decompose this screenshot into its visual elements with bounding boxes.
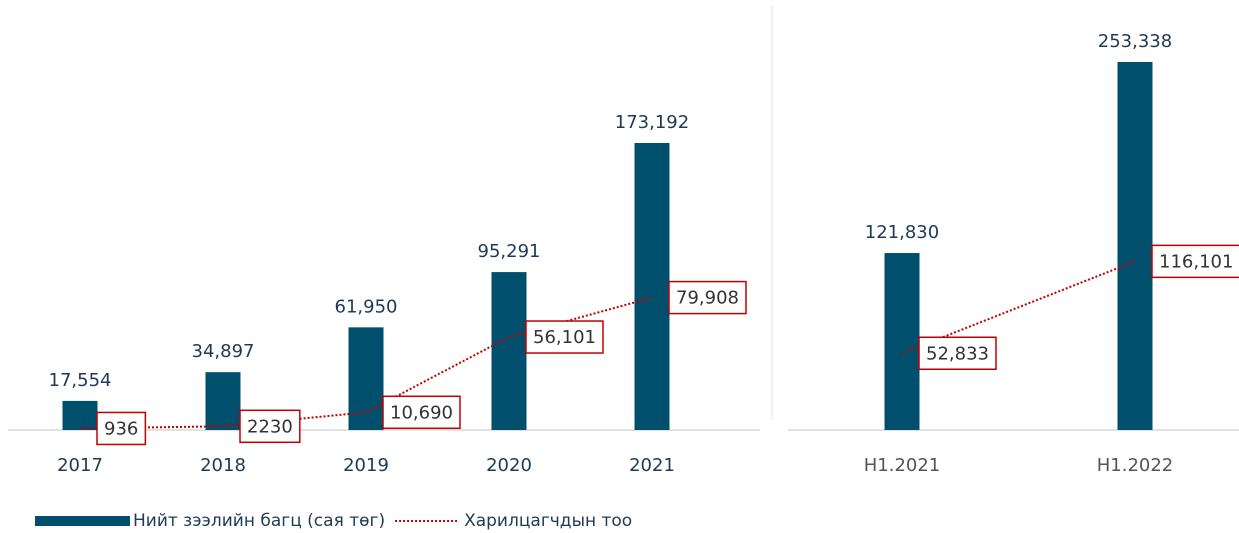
- line-value-text: 10,690: [390, 402, 453, 423]
- bar-value-label: 34,897: [192, 341, 255, 362]
- label-box: [239, 409, 301, 444]
- bar-value-label: 61,950: [335, 296, 398, 317]
- line-value-text: 79,908: [676, 288, 739, 309]
- line-value-text: 116,101: [1159, 251, 1233, 272]
- bar-value-label: 95,291: [478, 241, 541, 262]
- line-value-label: 116,101: [1151, 244, 1239, 279]
- legend-label: Нийт зээлийн багц (сая төг): [133, 511, 385, 531]
- bar: [62, 400, 98, 430]
- bar-value-label: 121,830: [865, 222, 939, 243]
- x-tick-label: H1.2021: [864, 455, 941, 476]
- line-value-text: 52,833: [926, 343, 989, 364]
- x-tick-label: 2017: [57, 455, 103, 476]
- label-box: [1151, 244, 1239, 279]
- line-value-label: 2230: [239, 409, 301, 444]
- bar: [634, 143, 670, 430]
- label-box: [96, 411, 147, 446]
- bar-value-label: 253,338: [1098, 31, 1172, 52]
- bar: [1117, 62, 1153, 430]
- line-value-text: 2230: [247, 416, 293, 437]
- bar: [491, 272, 527, 430]
- bar-value-label: 17,554: [49, 370, 112, 391]
- x-tick-label: 2019: [343, 455, 389, 476]
- x-tick-label: 2020: [486, 455, 532, 476]
- legend-label: Харилцагчдын тоо: [464, 511, 632, 531]
- line-value-label: 52,833: [918, 336, 997, 371]
- bar: [205, 372, 241, 430]
- x-tick-label: H1.2022: [1097, 455, 1174, 476]
- bar: [348, 327, 384, 430]
- line-value-text: 936: [104, 418, 138, 439]
- line-value-label: 56,101: [525, 320, 604, 354]
- x-tick-label: 2018: [200, 455, 246, 476]
- label-box: [525, 320, 604, 354]
- label-box: [382, 395, 461, 430]
- bar: [884, 253, 920, 430]
- x-tick-label: 2021: [629, 455, 675, 476]
- line-value-label: 10,690: [382, 395, 461, 430]
- legend-swatch: [35, 516, 130, 526]
- line-value-label: 79,908: [668, 280, 747, 315]
- bar-value-label: 173,192: [615, 112, 689, 133]
- label-box: [918, 336, 997, 371]
- line-value-text: 56,101: [533, 327, 596, 348]
- label-box: [668, 280, 747, 315]
- line-value-label: 936: [96, 411, 147, 446]
